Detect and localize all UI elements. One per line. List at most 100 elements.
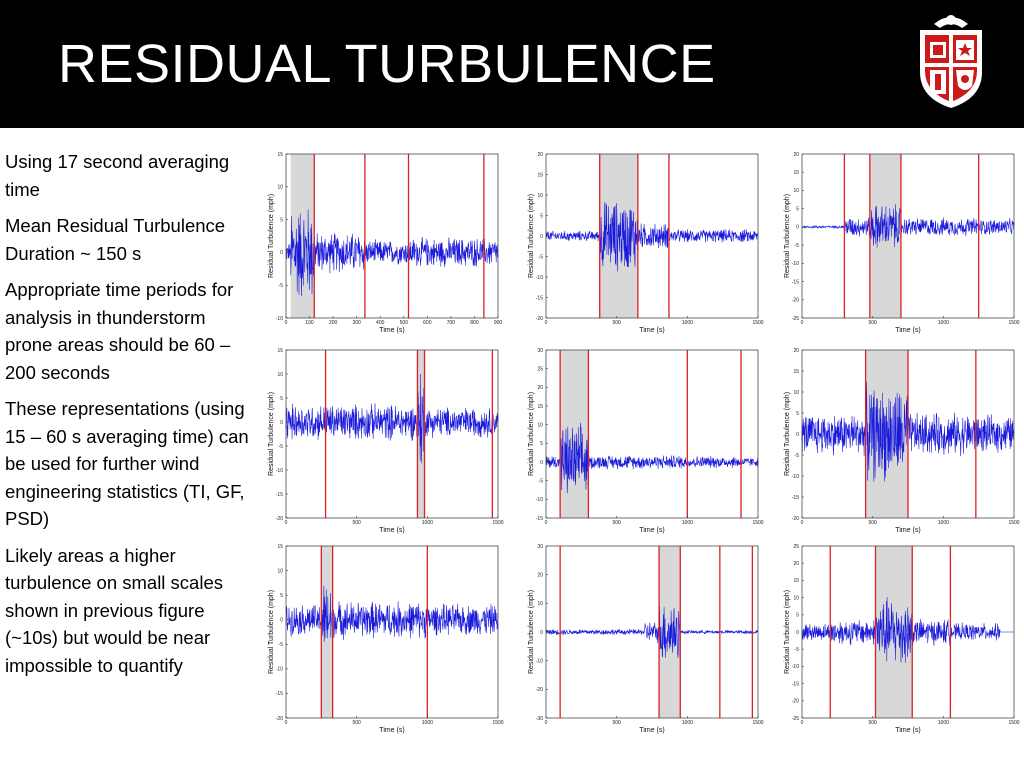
y-tick-label: 0 xyxy=(796,432,799,438)
plot-frame xyxy=(285,349,499,519)
x-tick-label: 0 xyxy=(545,320,548,326)
y-tick-label: -5 xyxy=(539,254,544,260)
y-tick-label: -5 xyxy=(795,647,800,653)
x-tick-label: 1500 xyxy=(1008,720,1019,726)
y-tick-label: 15 xyxy=(793,578,799,584)
y-tick-label: 15 xyxy=(277,544,283,550)
y-tick-label: -15 xyxy=(276,691,283,697)
event-shade xyxy=(290,154,315,318)
y-tick-label: 15 xyxy=(537,172,543,178)
y-tick-label: -10 xyxy=(536,275,543,281)
x-tick-label: 400 xyxy=(376,320,385,326)
x-tick-label: 1500 xyxy=(1008,320,1019,326)
x-axis-label: Time (s) xyxy=(639,727,664,734)
y-tick-label: -5 xyxy=(279,444,284,450)
residual-signal xyxy=(801,204,1015,248)
x-tick-label: 0 xyxy=(801,320,804,326)
y-tick-label: 0 xyxy=(280,420,283,426)
y-tick-label: 10 xyxy=(277,185,283,191)
x-tick-label: 800 xyxy=(470,320,479,326)
y-tick-label: -10 xyxy=(536,658,543,664)
y-tick-label: -20 xyxy=(792,298,799,304)
x-tick-label: 500 xyxy=(612,520,621,526)
y-tick-label: -20 xyxy=(536,687,543,693)
turbulence-plot-9: 0 500 1000 1500 25 20 15 10 5 0 -5 -10 -15 -20 -25 Time… xyxy=(778,540,1022,736)
y-tick-label: 25 xyxy=(793,544,799,550)
plot-frame xyxy=(285,153,499,319)
x-tick-label: 500 xyxy=(612,320,621,326)
x-tick-label: 0 xyxy=(285,520,288,526)
x-tick-label: 1500 xyxy=(752,320,763,326)
x-tick-label: 1500 xyxy=(1008,520,1019,526)
y-tick-label: -25 xyxy=(792,716,799,722)
chart-svg: 0 100 200 300 400 500 600 700 800 900 15 10 5 0 -5 -10 T… xyxy=(268,152,503,334)
residual-signal xyxy=(545,606,759,658)
chart-svg: 0 500 1000 1500 25 20 15 10 5 0 -5 -10 -15 -20 -25 Time… xyxy=(784,544,1020,734)
residual-signal xyxy=(545,202,759,272)
y-tick-label: 20 xyxy=(793,561,799,567)
y-tick-label: -15 xyxy=(536,516,543,522)
plot-frame xyxy=(545,349,759,519)
x-tick-label: 200 xyxy=(329,320,338,326)
x-tick-label: 1000 xyxy=(682,720,693,726)
x-tick-label: 0 xyxy=(545,720,548,726)
x-tick-label: 0 xyxy=(285,320,288,326)
x-tick-label: 1000 xyxy=(682,520,693,526)
y-tick-label: -20 xyxy=(276,516,283,522)
y-tick-label: 0 xyxy=(796,630,799,636)
x-tick-label: 600 xyxy=(423,320,432,326)
x-tick-label: 0 xyxy=(801,520,804,526)
x-tick-label: 0 xyxy=(545,520,548,526)
y-axis-label: Residual Turbulence (mph) xyxy=(268,194,275,278)
x-tick-label: 500 xyxy=(868,720,877,726)
y-tick-label: 5 xyxy=(280,593,283,599)
chart-svg: 0 500 1000 1500 20 15 10 5 0 -5 -10 -15 -20 -25 Time (… xyxy=(784,152,1020,334)
x-tick-label: 1500 xyxy=(492,520,503,526)
x-tick-label: 700 xyxy=(447,320,456,326)
y-tick-label: 10 xyxy=(277,568,283,574)
y-tick-label: -10 xyxy=(276,468,283,474)
residual-signal xyxy=(801,596,1014,663)
y-tick-label: -25 xyxy=(792,316,799,322)
residual-signal xyxy=(285,585,499,642)
x-tick-label: 300 xyxy=(352,320,361,326)
turbulence-plot-6: 0 500 1000 1500 20 15 10 5 0 -5 -10 -15 -20 Time (s) R… xyxy=(778,344,1022,536)
y-tick-label: 5 xyxy=(280,396,283,402)
y-tick-label: 0 xyxy=(540,460,543,466)
y-tick-label: 0 xyxy=(540,630,543,636)
bullet-item: These representations (using 15 – 60 s a… xyxy=(5,398,249,529)
y-tick-label: 15 xyxy=(537,404,543,410)
x-axis-label: Time (s) xyxy=(639,527,664,534)
x-tick-label: 900 xyxy=(494,320,503,326)
turbulence-plot-1: 0 100 200 300 400 500 600 700 800 900 15 10 5 0 -5 -10 T… xyxy=(262,148,506,336)
chart-svg: 0 500 1000 1500 30 20 10 0 -10 -20 -30 Time (s) Resi… xyxy=(528,544,764,734)
x-tick-label: 500 xyxy=(612,720,621,726)
x-tick-label: 500 xyxy=(400,320,409,326)
y-tick-label: 15 xyxy=(793,170,799,176)
y-tick-label: 10 xyxy=(537,422,543,428)
chart-svg: 0 500 1000 1500 20 15 10 5 0 -5 -10 -15 -20 Time (s) R… xyxy=(528,152,764,334)
y-axis-label: Residual Turbulence (mph) xyxy=(528,392,535,476)
x-tick-label: 0 xyxy=(801,720,804,726)
residual-signal xyxy=(285,373,499,464)
plot-frame xyxy=(285,545,499,719)
x-tick-label: 500 xyxy=(352,520,361,526)
chart-svg: 0 500 1000 1500 15 10 5 0 -5 -10 -15 -20 Time (s) Res… xyxy=(268,544,504,734)
y-tick-label: 0 xyxy=(280,618,283,624)
y-tick-label: -5 xyxy=(539,478,544,484)
y-tick-label: 15 xyxy=(277,348,283,354)
chart-svg: 0 500 1000 1500 15 10 5 0 -5 -10 -15 -20 Time (s) Res… xyxy=(268,348,504,534)
y-tick-label: -15 xyxy=(792,495,799,501)
y-tick-label: -15 xyxy=(276,492,283,498)
y-tick-label: 5 xyxy=(796,206,799,212)
turbulence-plot-4: 0 500 1000 1500 15 10 5 0 -5 -10 -15 -20 Time (s) Res… xyxy=(262,344,506,536)
y-tick-label: 5 xyxy=(796,613,799,619)
turbulence-plot-7: 0 500 1000 1500 15 10 5 0 -5 -10 -15 -20 Time (s) Res… xyxy=(262,540,506,736)
y-axis-label: Residual Turbulence (mph) xyxy=(784,590,791,674)
y-axis-label: Residual Turbulence (mph) xyxy=(784,194,791,278)
x-axis-label: Time (s) xyxy=(895,527,920,534)
x-tick-label: 500 xyxy=(868,320,877,326)
y-tick-label: 10 xyxy=(277,372,283,378)
slide-title: RESIDUAL TURBULENCE xyxy=(58,34,716,94)
y-tick-label: -5 xyxy=(795,453,800,459)
